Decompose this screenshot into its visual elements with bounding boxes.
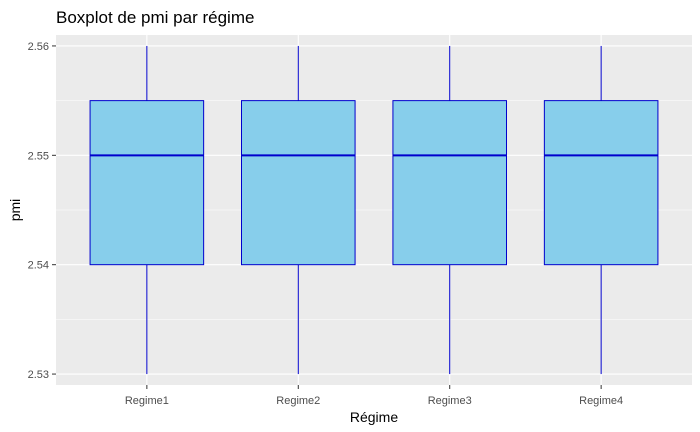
box-body [543,100,659,266]
box-regime3 [392,45,507,375]
box-body [392,100,507,266]
y-axis-title: pmi [7,199,23,222]
x-tick-label: Regime4 [579,395,623,407]
y-tick-label: 2.54 [28,260,49,272]
x-tick-label: Regime2 [276,395,320,407]
y-tick-label: 2.56 [28,41,49,53]
y-axis: 2.53 2.54 2.55 2.56 [28,41,56,381]
box-body [89,100,205,266]
x-tick-label: Regime3 [428,395,472,407]
box-regime2 [241,45,356,375]
y-tick-label: 2.53 [28,369,49,381]
x-axis: Regime1 Regime2 Regime3 Regime4 [125,385,623,407]
x-axis-title: Régime [350,409,398,425]
chart-title: Boxplot de pmi par régime [56,8,254,27]
y-tick-label: 2.55 [28,150,49,162]
box-regime1 [89,45,205,375]
box-body [241,100,356,266]
x-tick-label: Regime1 [125,395,169,407]
box-series [89,45,659,375]
box-regime4 [543,45,659,375]
